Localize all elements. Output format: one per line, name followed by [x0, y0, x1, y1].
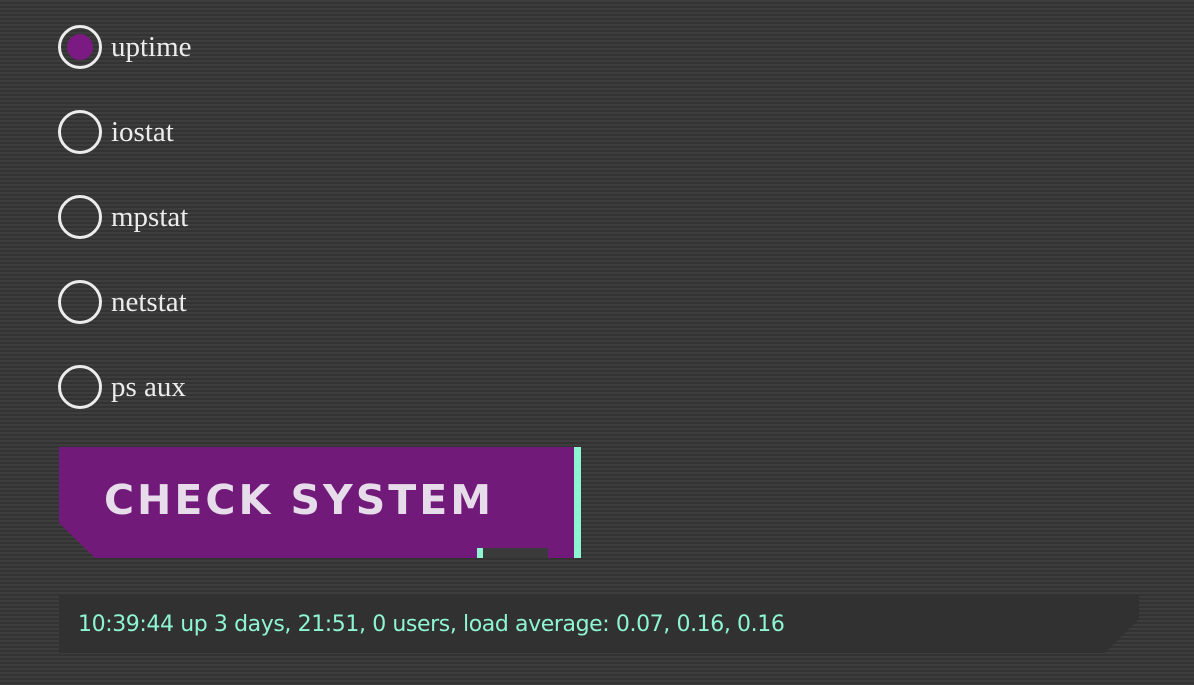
button-notch-decoration: [477, 548, 548, 558]
check-system-button-label: CHECK SYSTEM: [103, 475, 495, 524]
radio-option-uptime[interactable]: uptime: [58, 22, 192, 72]
radio-button-ps-aux[interactable]: [58, 365, 102, 409]
radio-label-iostat[interactable]: iostat: [111, 115, 174, 148]
radio-label-mpstat[interactable]: mpstat: [111, 200, 189, 233]
check-system-button[interactable]: CHECK SYSTEM: [59, 447, 581, 558]
radio-button-netstat[interactable]: [58, 280, 102, 324]
radio-option-netstat[interactable]: netstat: [58, 277, 187, 327]
button-background: [59, 447, 575, 558]
radio-option-ps-aux[interactable]: ps aux: [58, 362, 186, 412]
radio-button-mpstat[interactable]: [58, 195, 102, 239]
radio-option-mpstat[interactable]: mpstat: [58, 192, 188, 242]
radio-button-uptime[interactable]: [58, 25, 102, 69]
command-output-text: 10:39:44 up 3 days, 21:51, 0 users, load…: [78, 611, 785, 637]
radio-button-iostat[interactable]: [58, 110, 102, 154]
radio-label-uptime[interactable]: uptime: [111, 30, 192, 63]
radio-option-iostat[interactable]: iostat: [58, 107, 174, 157]
radio-label-ps-aux[interactable]: ps aux: [111, 370, 186, 403]
command-output-panel: 10:39:44 up 3 days, 21:51, 0 users, load…: [59, 595, 1139, 653]
button-accent-bar: [574, 447, 581, 558]
radio-selected-dot: [67, 34, 93, 60]
radio-label-netstat[interactable]: netstat: [111, 285, 187, 318]
